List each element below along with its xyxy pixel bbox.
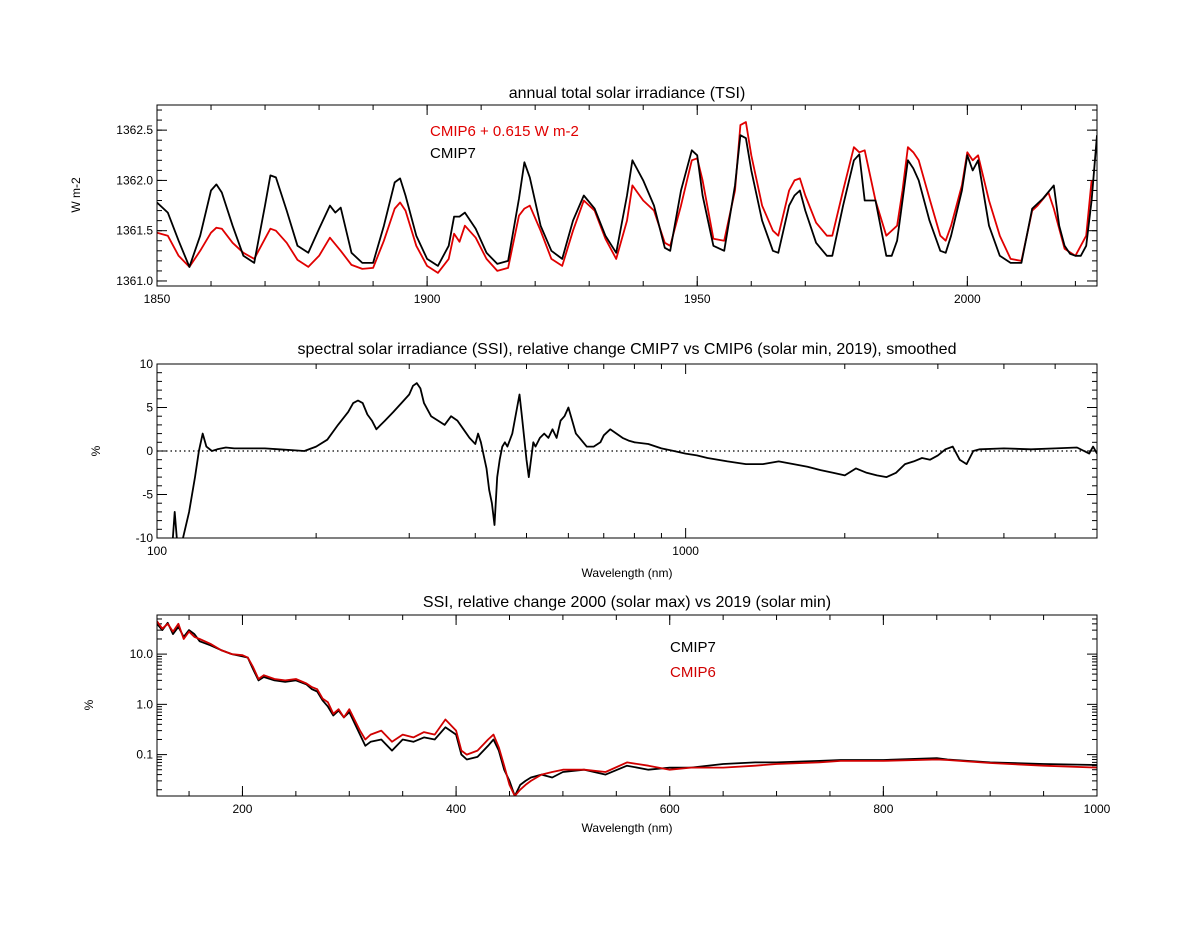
x-tick-label: 1000 — [672, 544, 699, 558]
tsi-plot-frame — [156, 104, 1098, 287]
series-line-cmip7 — [157, 134, 1097, 268]
series-line-series — [171, 382, 1097, 538]
y-tick-label: -10 — [136, 531, 154, 545]
tsi-panel: annual total solar irradiance (TSI) W m-… — [69, 85, 1098, 306]
y-tick-label: 1361.5 — [116, 224, 153, 238]
tsi-legend-cmip7: CMIP7 — [430, 145, 476, 162]
y-tick-label: -5 — [142, 488, 153, 502]
x-tick-label: 100 — [147, 544, 167, 558]
ssi-change-x-axis-label: Wavelength (nm) — [582, 821, 673, 835]
tsi-series — [157, 121, 1097, 274]
y-tick-label: 1361.0 — [116, 274, 153, 288]
y-tick-label: 0.1 — [136, 748, 153, 762]
x-tick-label: 1900 — [414, 292, 441, 306]
ssi-change-title: SSI, relative change 2000 (solar max) vs… — [423, 594, 831, 611]
ssi-change-legend-cmip7: CMIP7 — [670, 639, 716, 656]
x-tick-label: 400 — [446, 802, 466, 816]
ssi-smoothed-plot-frame — [156, 363, 1098, 539]
y-tick-label: 1.0 — [136, 697, 153, 711]
ssi-smoothed-title: spectral solar irradiance (SSI), relativ… — [298, 341, 957, 358]
x-tick-label: 200 — [232, 802, 252, 816]
ssi-change-series — [157, 620, 1097, 796]
ssi-smoothed-y-axis-label: % — [89, 445, 103, 456]
ssi-change-plot-frame — [156, 614, 1098, 797]
series-line-cmip6 — [157, 620, 1097, 796]
x-tick-label: 600 — [660, 802, 680, 816]
ssi-smoothed-panel: spectral solar irradiance (SSI), relativ… — [89, 341, 1098, 580]
ssi-smoothed-x-axis-label: Wavelength (nm) — [582, 566, 673, 580]
x-tick-label: 1950 — [684, 292, 711, 306]
x-tick-label: 1000 — [1084, 802, 1111, 816]
x-tick-label: 800 — [873, 802, 893, 816]
ssi-change-ticks: 200 400 600 800 1000 0.1 1.0 10.0 — [130, 614, 1111, 816]
ssi-change-panel: SSI, relative change 2000 (solar max) vs… — [82, 594, 1111, 835]
ssi-change-legend-cmip6: CMIP6 — [670, 664, 716, 681]
y-tick-label: 1362.0 — [116, 173, 153, 187]
series-line-cmip7 — [157, 621, 1097, 796]
y-tick-label: 10 — [140, 357, 154, 371]
y-tick-label: 10.0 — [130, 647, 154, 661]
y-tick-label: 0 — [146, 444, 153, 458]
ssi-change-y-axis-label: % — [82, 699, 96, 710]
y-tick-label: 1362.5 — [116, 123, 153, 137]
tsi-y-axis-label: W m-2 — [69, 177, 83, 213]
x-tick-label: 2000 — [954, 292, 981, 306]
ssi-smoothed-series — [171, 382, 1097, 538]
y-tick-label: 5 — [146, 401, 153, 415]
x-tick-label: 1850 — [144, 292, 171, 306]
tsi-legend-cmip6: CMIP6 + 0.615 W m-2 — [430, 123, 579, 140]
tsi-title: annual total solar irradiance (TSI) — [509, 85, 746, 102]
